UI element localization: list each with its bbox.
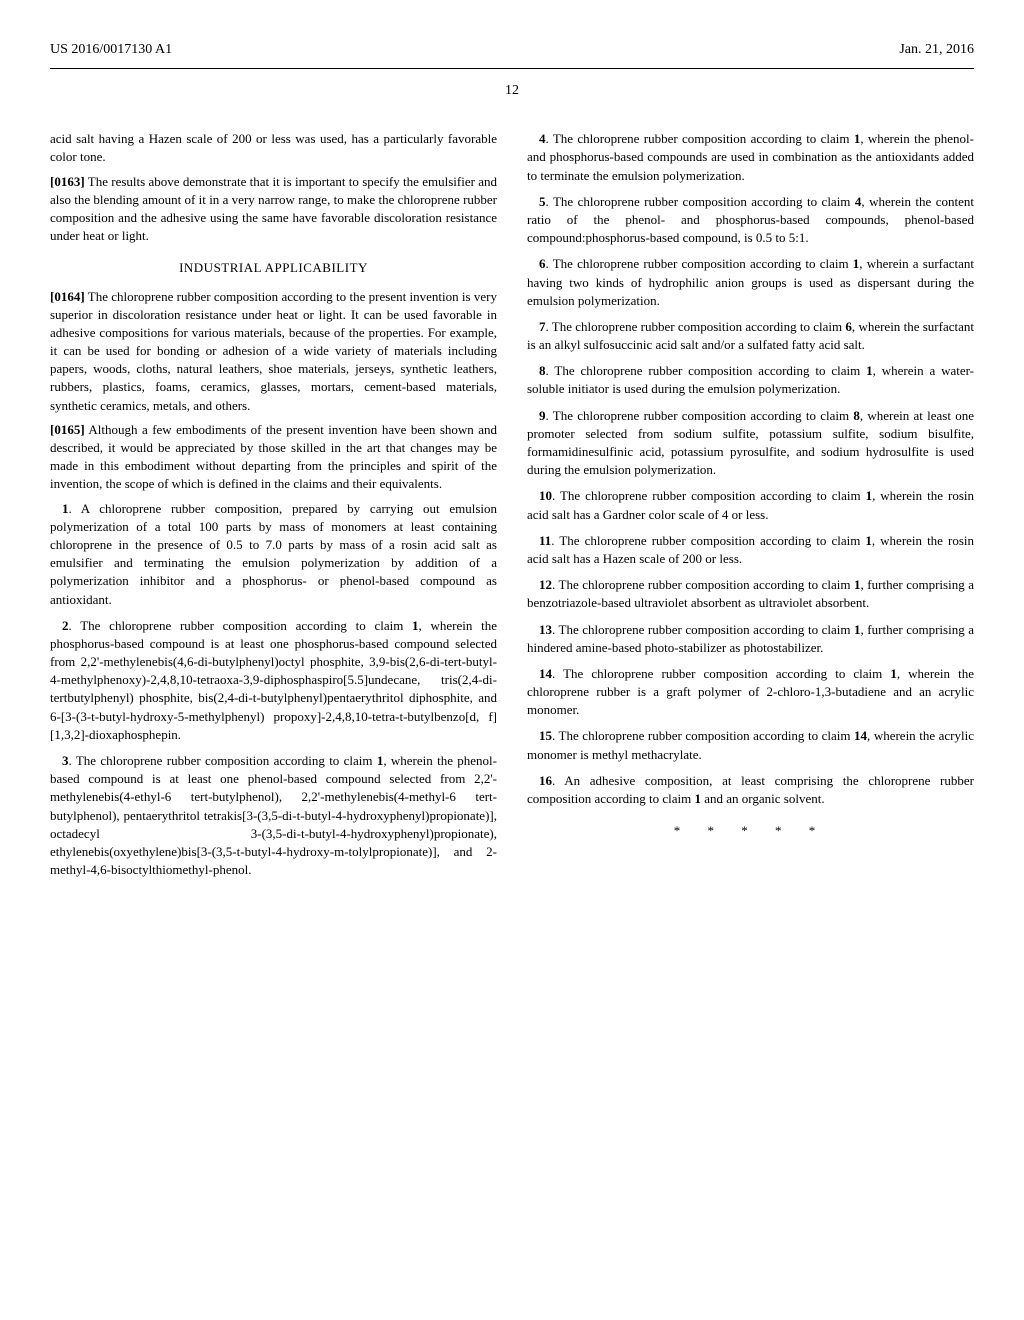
claim-6: 6. The chloroprene rubber composition ac… — [527, 255, 974, 310]
claim-7: 7. The chloroprene rubber composition ac… — [527, 318, 974, 354]
end-marks: * * * * * — [527, 822, 974, 840]
para-0164: [0164] The chloroprene rubber compositio… — [50, 288, 497, 415]
para-text-0164: The chloroprene rubber composition accor… — [50, 289, 497, 413]
claim-text-12a: . The chloroprene rubber composition acc… — [552, 577, 854, 592]
para-num-0163: [0163] — [50, 174, 85, 189]
claim-num-13: 13 — [539, 622, 552, 637]
header-divider — [50, 68, 974, 69]
claim-5: 5. The chloroprene rubber composition ac… — [527, 193, 974, 248]
para-num-0165: [0165] — [50, 422, 85, 437]
claim-9: 9. The chloroprene rubber composition ac… — [527, 407, 974, 480]
claim-14: 14. The chloroprene rubber composition a… — [527, 665, 974, 720]
claim-num-10: 10 — [539, 488, 552, 503]
claim-text-7a: . The chloroprene rubber composition acc… — [546, 319, 846, 334]
claim-num-15: 15 — [539, 728, 552, 743]
claim-text-3a: . The chloroprene rubber composition acc… — [69, 753, 377, 768]
publication-date: Jan. 21, 2016 — [899, 40, 974, 60]
para-text-0165: Although a few embodiments of the presen… — [50, 422, 497, 492]
claim-1: 1. A chloroprene rubber composition, pre… — [50, 500, 497, 609]
content-columns: acid salt having a Hazen scale of 200 or… — [50, 130, 974, 879]
heading-industrial: INDUSTRIAL APPLICABILITY — [50, 259, 497, 277]
para-0163: [0163] The results above demonstrate tha… — [50, 173, 497, 246]
claim-text-10a: . The chloroprene rubber composition acc… — [552, 488, 866, 503]
claim-text-8a: . The chloroprene rubber composition acc… — [546, 363, 867, 378]
claim-11: 11. The chloroprene rubber composition a… — [527, 532, 974, 568]
para-0165: [0165] Although a few embodiments of the… — [50, 421, 497, 494]
claim-text-15a: . The chloroprene rubber composition acc… — [552, 728, 854, 743]
claim-text-16b: and an organic solvent. — [701, 791, 825, 806]
claim-text-4a: . The chloroprene rubber composition acc… — [546, 131, 854, 146]
para-text-0163: The results above demonstrate that it is… — [50, 174, 497, 244]
claim-text-5a: . The chloroprene rubber composition acc… — [546, 194, 855, 209]
claim-text-2b: , wherein the phosphorus-based compound … — [50, 618, 497, 742]
claim-ref-15: 14 — [854, 728, 867, 743]
claim-10: 10. The chloroprene rubber composition a… — [527, 487, 974, 523]
claim-15: 15. The chloroprene rubber composition a… — [527, 727, 974, 763]
claim-text-14a: . The chloroprene rubber composition acc… — [552, 666, 890, 681]
claim-text-1: . A chloroprene rubber composition, prep… — [50, 501, 497, 607]
claim-text-13a: . The chloroprene rubber composition acc… — [552, 622, 854, 637]
claim-3: 3. The chloroprene rubber composition ac… — [50, 752, 497, 879]
claim-text-11a: . The chloroprene rubber composition acc… — [551, 533, 865, 548]
claim-12: 12. The chloroprene rubber composition a… — [527, 576, 974, 612]
claim-13: 13. The chloroprene rubber composition a… — [527, 621, 974, 657]
claim-num-14: 14 — [539, 666, 552, 681]
claim-num-11: 11 — [539, 533, 551, 548]
claim-text-9a: . The chloroprene rubber composition acc… — [546, 408, 854, 423]
claim-16: 16. An adhesive composition, at least co… — [527, 772, 974, 808]
publication-number: US 2016/0017130 A1 — [50, 40, 172, 60]
claim-text-6a: . The chloroprene rubber composition acc… — [546, 256, 853, 271]
claim-text-3b: , wherein the phenol-based compound is a… — [50, 753, 497, 877]
claim-num-16: 16 — [539, 773, 552, 788]
para-intro: acid salt having a Hazen scale of 200 or… — [50, 130, 497, 166]
claim-text-2a: . The chloroprene rubber composition acc… — [69, 618, 413, 633]
claim-4: 4. The chloroprene rubber composition ac… — [527, 130, 974, 185]
claim-8: 8. The chloroprene rubber composition ac… — [527, 362, 974, 398]
page-header: US 2016/0017130 A1 Jan. 21, 2016 — [50, 40, 974, 60]
claim-num-12: 12 — [539, 577, 552, 592]
claim-2: 2. The chloroprene rubber composition ac… — [50, 617, 497, 744]
para-num-0164: [0164] — [50, 289, 85, 304]
page-number: 12 — [50, 81, 974, 101]
